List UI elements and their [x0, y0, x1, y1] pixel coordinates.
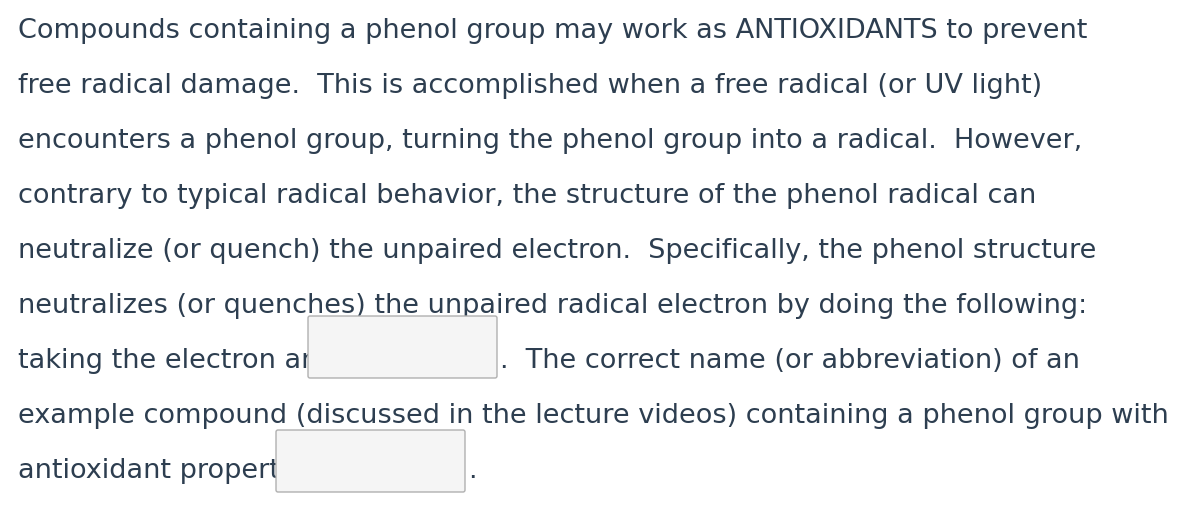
Text: neutralize (or quench) the unpaired electron.  Specifically, the phenol structur: neutralize (or quench) the unpaired elec…	[18, 238, 1097, 264]
Text: example compound (discussed in the lecture videos) containing a phenol group wit: example compound (discussed in the lectu…	[18, 403, 1169, 429]
Text: Compounds containing a phenol group may work as ANTIOXIDANTS to prevent: Compounds containing a phenol group may …	[18, 18, 1087, 44]
FancyBboxPatch shape	[276, 430, 466, 492]
FancyBboxPatch shape	[308, 316, 497, 378]
Text: contrary to typical radical behavior, the structure of the phenol radical can: contrary to typical radical behavior, th…	[18, 183, 1037, 209]
Text: .: .	[468, 458, 476, 484]
Text: encounters a phenol group, turning the phenol group into a radical.  However,: encounters a phenol group, turning the p…	[18, 128, 1082, 154]
Text: antioxidant properties is:: antioxidant properties is:	[18, 458, 358, 484]
Text: .  The correct name (or abbreviation) of an: . The correct name (or abbreviation) of …	[500, 348, 1080, 374]
Text: taking the electron and: taking the electron and	[18, 348, 336, 374]
Text: free radical damage.  This is accomplished when a free radical (or UV light): free radical damage. This is accomplishe…	[18, 73, 1042, 99]
Text: neutralizes (or quenches) the unpaired radical electron by doing the following:: neutralizes (or quenches) the unpaired r…	[18, 293, 1087, 319]
